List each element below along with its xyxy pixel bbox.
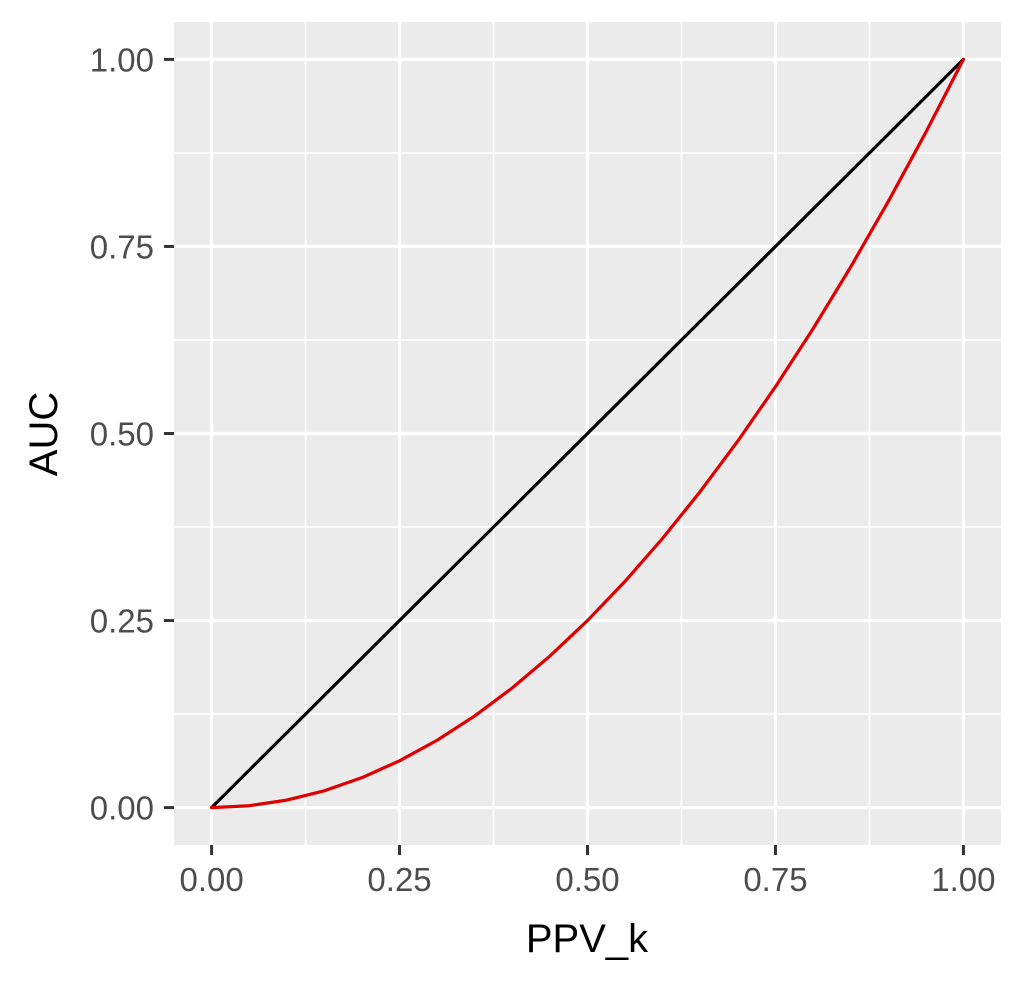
y-tick-label: 0.25 xyxy=(90,603,154,640)
x-tick-label: 0.50 xyxy=(555,861,619,898)
x-tick-label: 0.75 xyxy=(743,861,807,898)
y-tick-label: 0.75 xyxy=(90,228,154,265)
series-line-2 xyxy=(209,57,966,810)
y-axis: 0.00 0.25 0.50 0.75 1.00 xyxy=(90,41,174,827)
x-tick-label: 0.00 xyxy=(179,861,243,898)
x-tick-label: 1.00 xyxy=(931,861,995,898)
y-tick-label: 0.00 xyxy=(90,790,154,827)
y-tick-label: 1.00 xyxy=(90,41,154,78)
series-layer xyxy=(209,57,966,810)
x-axis-title: PPV_k xyxy=(526,917,649,961)
y-axis-title: AUC xyxy=(22,392,66,476)
series-line-1 xyxy=(209,57,966,810)
x-axis: 0.00 0.25 0.50 0.75 1.00 xyxy=(179,845,996,898)
y-tick-label: 0.50 xyxy=(90,416,154,453)
x-tick-label: 0.25 xyxy=(367,861,431,898)
